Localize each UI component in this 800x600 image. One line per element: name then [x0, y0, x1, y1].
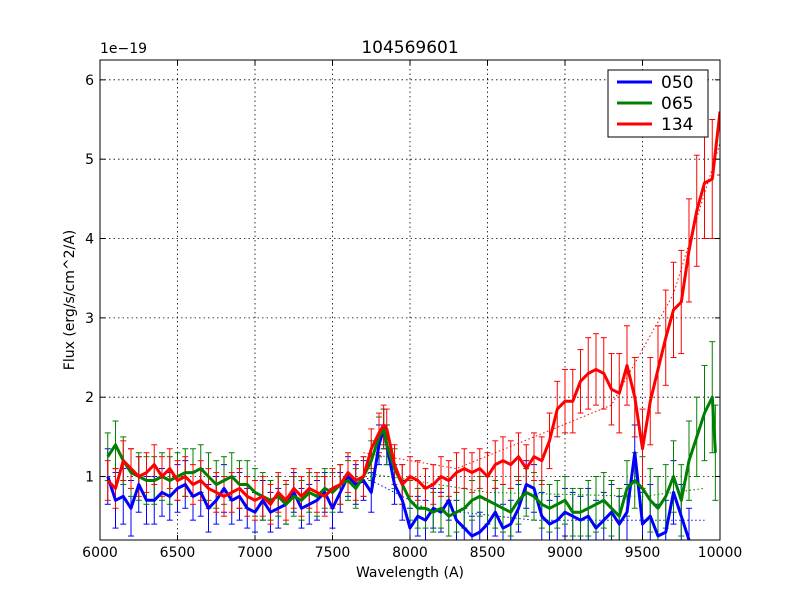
- y-tick-label: 6: [85, 73, 94, 89]
- legend-label-134: 134: [661, 115, 693, 135]
- axis-ticks: 6000 6500 7000 7500 8000 8500 9000 9500 10000 1 2 3…: [82, 60, 742, 561]
- x-tick-label: 8000: [392, 545, 428, 561]
- series-line-134: [106, 111, 720, 506]
- series-lines: [106, 111, 720, 540]
- x-tick-label: 6500: [160, 545, 196, 561]
- series-line-065: [106, 395, 717, 518]
- y-axis-title: Flux (erg/s/cm^2/A): [62, 230, 78, 370]
- legend-label-065: 065: [661, 94, 693, 114]
- x-tick-label: 6000: [82, 545, 118, 561]
- x-tick-label: 9500: [625, 545, 661, 561]
- x-tick-label: 9000: [547, 545, 583, 561]
- y-tick-label: 2: [85, 390, 94, 406]
- x-axis-title: Wavelength (A): [356, 565, 464, 581]
- legend-label-050: 050: [661, 73, 693, 93]
- y-tick-label: 3: [85, 311, 94, 327]
- x-tick-label: 7500: [315, 545, 351, 561]
- chart-title: 104569601: [361, 38, 458, 58]
- x-tick-label: 10000: [698, 545, 743, 561]
- x-tick-label: 8500: [470, 545, 506, 561]
- series-line-050: [106, 427, 691, 540]
- y-tick-label: 4: [85, 232, 94, 248]
- y-scale-label: 1e−19: [100, 41, 147, 57]
- x-tick-label: 7000: [237, 545, 273, 561]
- y-tick-label: 5: [85, 152, 94, 168]
- y-tick-label: 1: [85, 470, 94, 486]
- grid: [100, 60, 720, 540]
